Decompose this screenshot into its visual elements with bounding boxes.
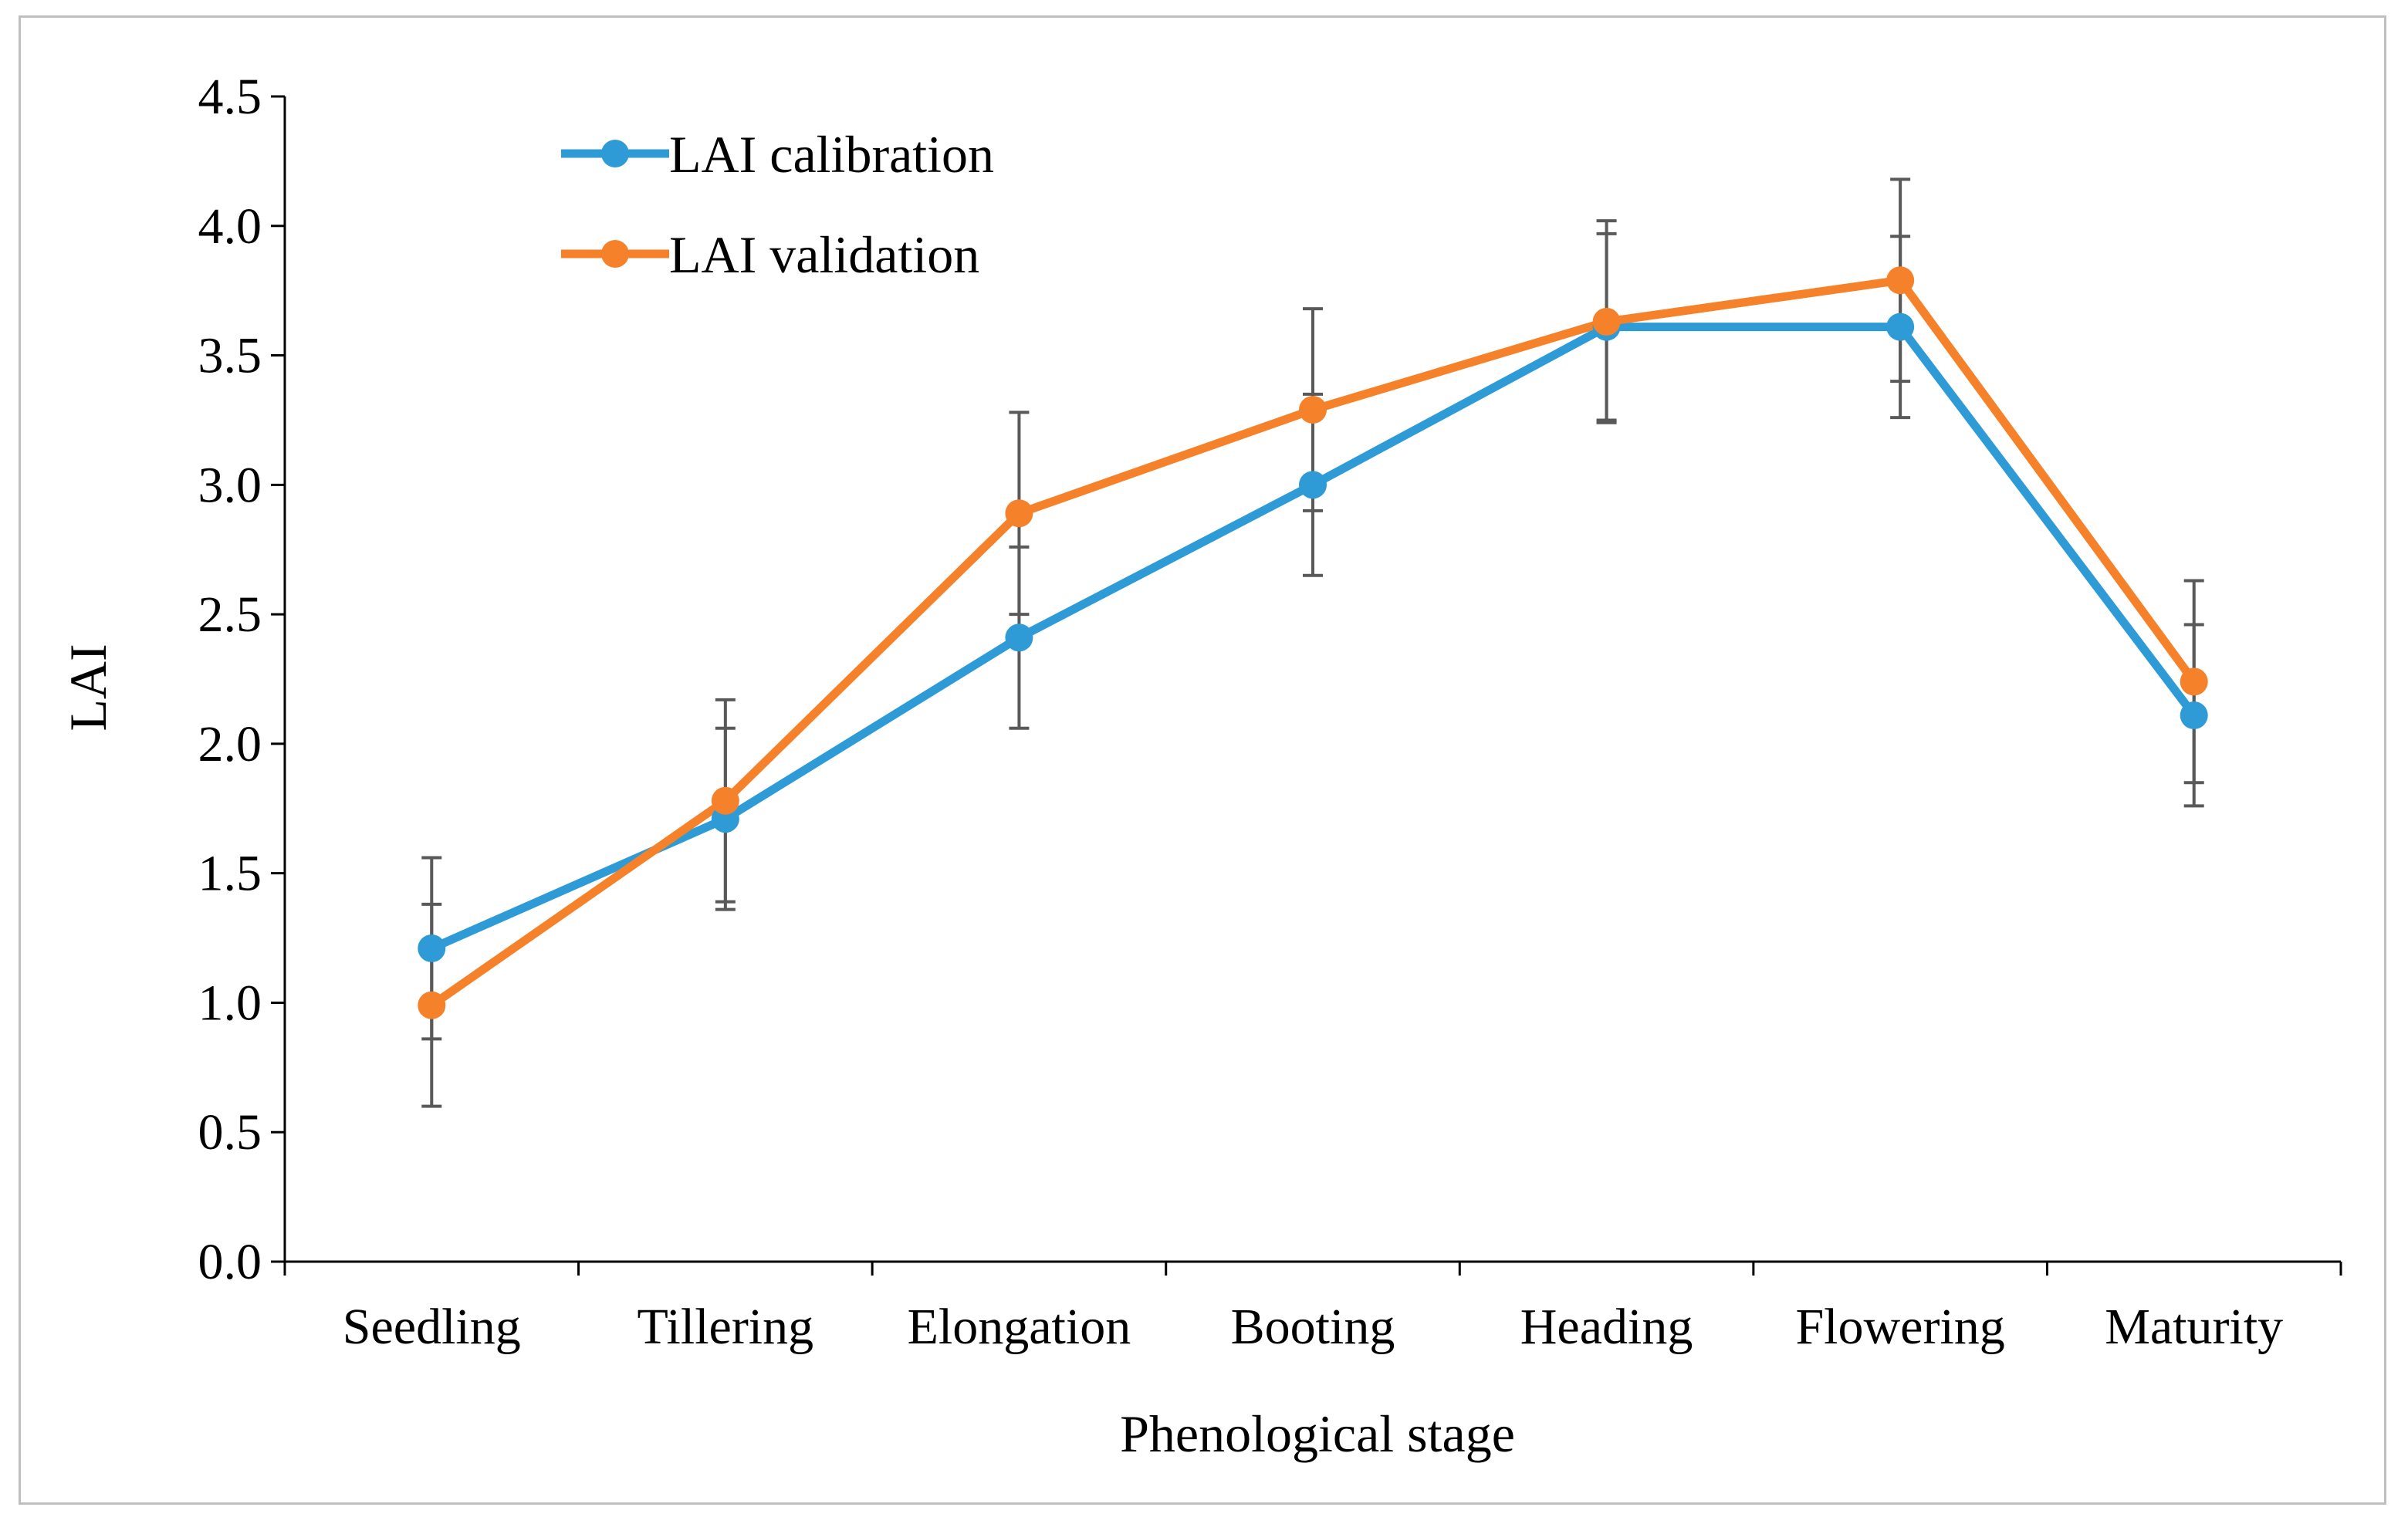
legend-swatch-marker-calibration [601, 140, 629, 167]
legend-swatch-marker-validation [601, 240, 629, 268]
data-point-calibration [1299, 471, 1327, 499]
data-point-validation [1005, 499, 1033, 528]
data-point-validation [2180, 667, 2208, 696]
x-tick-label-elongation: Elongation [908, 1299, 1131, 1355]
data-point-calibration [1886, 313, 1915, 341]
data-point-calibration [2180, 701, 2208, 729]
error-bars [421, 177, 2204, 1108]
data-point-calibration [1005, 623, 1033, 652]
y-tick-label: 0.5 [198, 1104, 262, 1161]
y-tick-label: 1.5 [198, 846, 262, 902]
legend-label-validation: LAI validation [669, 225, 979, 284]
x-tick-label-booting: Booting [1231, 1299, 1395, 1355]
y-tick-label: 0.0 [198, 1234, 262, 1290]
data-point-validation [418, 991, 446, 1019]
x-tick-label-tillering: Tillering [638, 1299, 814, 1355]
data-point-validation [1592, 307, 1621, 336]
y-tick-label: 4.0 [198, 198, 262, 255]
x-tick-label-flowering: Flowering [1795, 1299, 2004, 1355]
data-point-validation [711, 786, 739, 815]
chart-frame: 0.0 0.5 1.0 1.5 2.0 2.5 3.0 3.5 4.0 4.5 Seedling Ti… [19, 15, 2386, 1505]
y-tick-label: 2.0 [198, 716, 262, 772]
y-tick-label: 1.0 [198, 975, 262, 1031]
series-points [418, 266, 2208, 1019]
data-point-validation [1299, 396, 1327, 424]
legend-label-calibration: LAI calibration [669, 125, 994, 184]
data-point-calibration [418, 934, 446, 962]
x-axis-title: Phenological stage [1120, 1404, 1515, 1463]
data-point-validation [1886, 266, 1915, 295]
legend: LAI calibration LAI validation [561, 125, 994, 284]
lai-line-chart: 0.0 0.5 1.0 1.5 2.0 2.5 3.0 3.5 4.0 4.5 Seedling Ti… [59, 69, 2342, 1463]
y-axis-title: LAI [59, 644, 117, 731]
x-tick-label-seedling: Seedling [343, 1299, 521, 1355]
y-tick-label: 4.5 [198, 69, 262, 125]
x-tick-label-heading: Heading [1520, 1299, 1693, 1355]
x-tick-label-maturity: Maturity [2105, 1299, 2283, 1355]
y-tick-label: 3.5 [198, 328, 262, 384]
axes: 0.0 0.5 1.0 1.5 2.0 2.5 3.0 3.5 4.0 4.5 Seedling Ti… [198, 69, 2342, 1355]
y-tick-label: 3.0 [198, 457, 262, 513]
y-tick-label: 2.5 [198, 586, 262, 643]
